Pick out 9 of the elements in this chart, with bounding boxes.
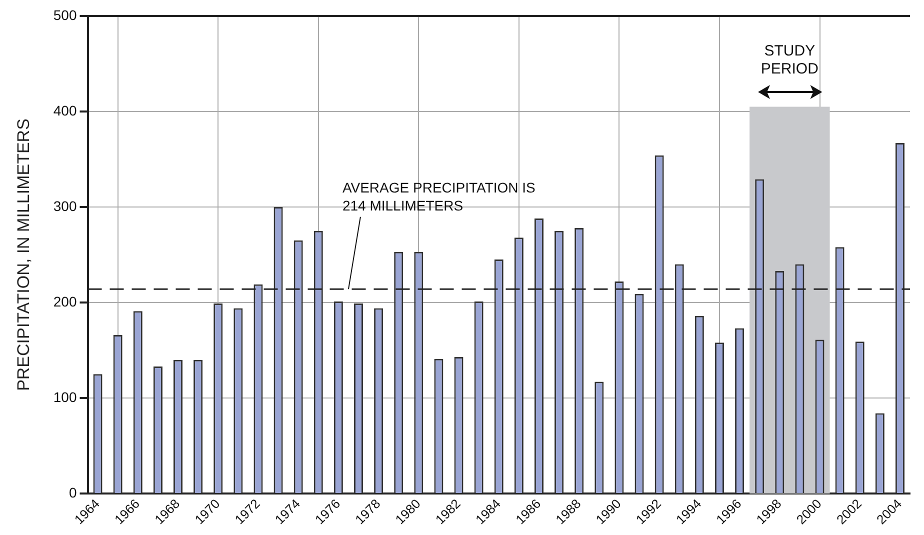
y-tick-label: 400 — [53, 102, 77, 118]
y-tick-label: 100 — [53, 388, 77, 405]
y-tick-label: 500 — [53, 6, 77, 23]
y-tick-label: 200 — [53, 293, 77, 310]
y-tick-label: 300 — [53, 198, 77, 214]
ref-line-label: AVERAGE PRECIPITATION IS 214 MILLIMETERS — [342, 180, 536, 214]
y-axis-title: PRECIPITATION, IN MILLIMETERS — [14, 118, 33, 391]
y-tick-label: 0 — [68, 484, 77, 500]
band-label: STUDY PERIOD — [760, 42, 819, 78]
